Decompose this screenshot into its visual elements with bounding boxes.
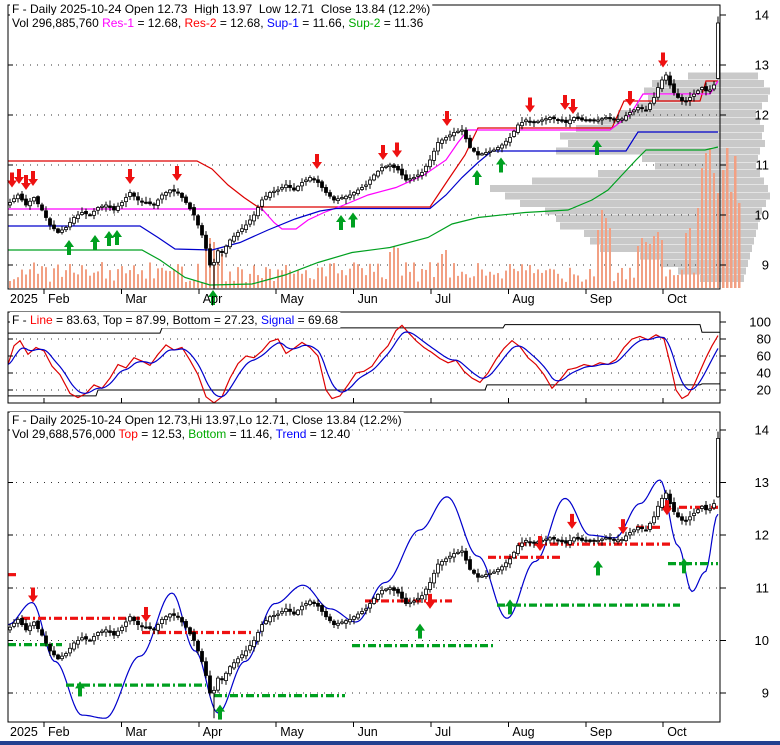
adaptive-top-line — [8, 324, 720, 334]
svg-text:14: 14 — [755, 8, 769, 23]
chart-title-2: F - Daily 2025-10-24 Open 12.73,Hi 13.97… — [10, 412, 404, 428]
chart-subtitle-2: Vol 29,688,576,000 Top = 12.53, Bottom =… — [10, 426, 353, 442]
svg-text:Oct: Oct — [667, 725, 687, 739]
svg-text:12: 12 — [755, 108, 769, 123]
support-2-line — [8, 146, 719, 286]
price-gridlines-2 — [9, 429, 719, 694]
svg-text:Vol 296,885,760 Res-1 = 12.68,: Vol 296,885,760 Res-1 = 12.68, Res-2 = 1… — [12, 16, 424, 30]
svg-text:Sep: Sep — [590, 725, 612, 739]
svg-text:Oct: Oct — [667, 292, 687, 306]
svg-text:60: 60 — [757, 349, 771, 364]
svg-text:Feb: Feb — [48, 292, 70, 306]
oscillator-gridlines — [9, 338, 719, 391]
svg-text:Jul: Jul — [435, 725, 451, 739]
svg-text:Aug: Aug — [512, 725, 534, 739]
adaptive-bottom-line — [8, 383, 720, 397]
trend-wave-line — [7, 479, 719, 719]
panel-border — [7, 411, 721, 723]
oscillator-month-ticks — [43, 398, 664, 403]
svg-text:40: 40 — [757, 366, 771, 381]
chart-subtitle: Vol 296,885,760 Res-1 = 12.68, Res-2 = 1… — [10, 15, 426, 31]
svg-text:F - Daily 2025-10-24 Open 12.7: F - Daily 2025-10-24 Open 12.73,Hi 13.97… — [12, 413, 402, 427]
oscillator-title: F - Line = 83.63, Top = 87.99, Bottom = … — [10, 312, 341, 328]
date-axis: 2025 Feb Mar Apr May Jun Jul Aug Sep Oct — [10, 289, 687, 306]
svg-text:10: 10 — [755, 633, 769, 648]
svg-text:Sep: Sep — [590, 292, 612, 306]
panel-border — [7, 311, 721, 404]
signal-arrows-2 — [28, 500, 689, 720]
svg-text:Vol 29,688,576,000 Top = 12.53: Vol 29,688,576,000 Top = 12.53, Bottom =… — [12, 427, 351, 441]
svg-text:13: 13 — [755, 475, 769, 490]
svg-text:11: 11 — [756, 580, 770, 595]
date-axis-2: 2025 Feb Mar Apr May Jun Jul Aug Sep Oct — [10, 722, 687, 739]
svg-text:80: 80 — [757, 332, 771, 347]
resistance-2-line — [8, 80, 718, 208]
panel-daily-main: 14 13 12 11 10 9 2025 Feb Mar Apr May Jun Jul Aug Sep O… — [7, 1, 770, 306]
svg-text:Apr: Apr — [203, 292, 222, 306]
price-axis-2: 14 13 12 11 10 9 — [8, 423, 769, 701]
svg-text:12: 12 — [755, 528, 769, 543]
volume-profile — [490, 72, 770, 282]
svg-text:F - Daily 2025-10-24 Open 12.7: F - Daily 2025-10-24 Open 12.73 High 13.… — [12, 2, 430, 16]
svg-text:May: May — [280, 725, 304, 739]
svg-text:20: 20 — [757, 383, 771, 398]
svg-text:Jun: Jun — [358, 725, 378, 739]
svg-text:13: 13 — [755, 58, 769, 73]
svg-text:9: 9 — [762, 686, 769, 701]
svg-text:May: May — [280, 292, 304, 306]
svg-text:Jul: Jul — [435, 292, 451, 306]
bottom-level-segments — [8, 562, 718, 698]
oscillator-axis: 100 80 60 40 20 — [8, 315, 771, 398]
svg-text:Mar: Mar — [125, 725, 147, 739]
chart-title: F - Daily 2025-10-24 Open 12.73 High 13.… — [10, 1, 433, 17]
svg-text:10: 10 — [755, 208, 769, 223]
svg-text:Feb: Feb — [48, 725, 70, 739]
svg-text:Jun: Jun — [358, 292, 378, 306]
svg-text:14: 14 — [755, 423, 769, 438]
svg-text:2025: 2025 — [10, 292, 38, 306]
svg-text:Apr: Apr — [203, 725, 222, 739]
candlestick-series — [8, 16, 720, 289]
volume-bars — [9, 148, 741, 288]
svg-text:Aug: Aug — [512, 292, 534, 306]
svg-text:100: 100 — [749, 315, 771, 330]
signal-arrows — [7, 52, 668, 305]
svg-text:Mar: Mar — [125, 292, 147, 306]
candlestick-series-2 — [8, 431, 720, 719]
oscillator-signal — [7, 331, 719, 398]
svg-text:2025: 2025 — [10, 725, 38, 739]
svg-text:F - Line = 83.63, Top = 87.99,: F - Line = 83.63, Top = 87.99, Bottom = … — [12, 313, 338, 327]
panel-oscillator: 100 80 60 40 20 F - Line = 83.63, Top = 87.99… — [7, 311, 771, 404]
top-level-segments — [8, 505, 718, 635]
oscillator-line — [7, 324, 719, 404]
svg-text:9: 9 — [762, 258, 769, 273]
panel-daily-signal: 14 13 12 11 10 9 2025 Feb Mar Apr May Jun Jul Aug Sep O… — [7, 411, 769, 739]
svg-text:11: 11 — [756, 158, 770, 173]
price-axis: 14 13 12 11 10 9 — [8, 8, 769, 273]
window-bottom-edge — [0, 741, 780, 745]
support-1-line — [8, 131, 718, 251]
